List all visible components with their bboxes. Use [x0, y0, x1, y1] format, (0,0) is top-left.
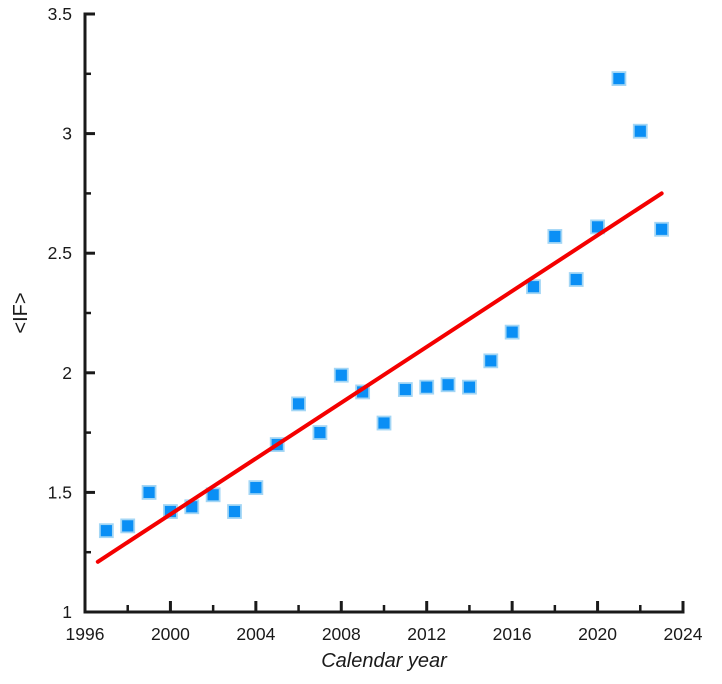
data-point: [120, 518, 136, 534]
data-point: [568, 272, 584, 287]
y-tick-label: 1: [62, 602, 72, 622]
x-tick-label: 2020: [578, 624, 617, 644]
x-tick-label: 2000: [151, 624, 190, 644]
data-point: [141, 484, 157, 500]
x-tick-label: 2008: [322, 624, 361, 644]
data-point: [440, 377, 456, 393]
y-tick-label: 2: [62, 363, 72, 383]
data-point: [376, 415, 392, 431]
data-point: [397, 382, 413, 397]
data-point: [312, 425, 328, 441]
data-point: [227, 504, 242, 519]
data-point: [333, 367, 349, 383]
x-axis-title: Calendar year: [321, 650, 448, 672]
data-point: [483, 353, 499, 369]
y-axis-title: <IF>: [10, 292, 32, 333]
y-tick-label: 3.5: [48, 4, 72, 24]
data-point: [611, 71, 627, 86]
x-tick-label: 2012: [407, 624, 446, 644]
data-point: [248, 480, 264, 496]
data-point: [462, 379, 477, 395]
data-point: [632, 123, 648, 139]
data-point: [419, 379, 435, 395]
x-tick-label: 1996: [66, 624, 105, 644]
data-point: [291, 396, 306, 412]
x-tick-label: 2004: [236, 624, 275, 644]
trend-line: [95, 191, 664, 564]
data-point: [526, 279, 541, 295]
data-point: [654, 221, 670, 237]
x-tick-label: 2016: [493, 624, 532, 644]
data-point: [98, 523, 114, 539]
axes: 1996 2000 2004 2008 2012 2016 2020 2024 1 1.5 2 2.5…: [48, 4, 703, 644]
data-point: [547, 229, 563, 244]
data-points: [98, 71, 670, 539]
trend-line-segment: [95, 191, 664, 564]
y-tick-label: 3: [62, 124, 72, 144]
x-tick-label: 2024: [664, 624, 703, 644]
y-tick-label: 2.5: [48, 243, 72, 263]
y-tick-label: 1.5: [48, 482, 72, 502]
data-point: [504, 324, 520, 340]
